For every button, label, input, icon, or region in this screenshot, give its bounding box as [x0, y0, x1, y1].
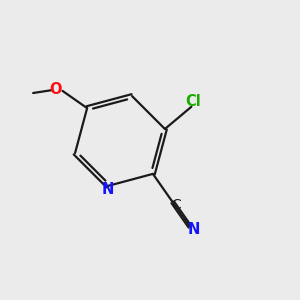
Text: O: O [49, 82, 61, 97]
Text: Cl: Cl [185, 94, 201, 109]
Text: C: C [172, 197, 182, 212]
Text: N: N [187, 222, 200, 237]
Text: N: N [102, 182, 114, 197]
